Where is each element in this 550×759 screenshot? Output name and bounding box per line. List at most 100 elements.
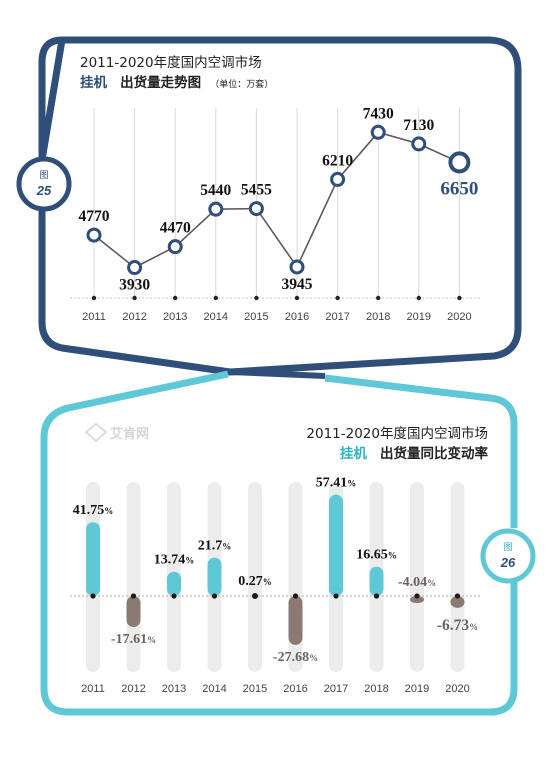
chart2-bar	[167, 571, 181, 596]
chart2-value-label: -17.61%	[111, 632, 156, 647]
chart2-zero-dot	[373, 593, 380, 599]
chart1-badge: 图 25	[16, 156, 72, 212]
chart1-point	[127, 260, 143, 276]
chart2-value-unit: %	[347, 479, 356, 489]
chart1-subtitle: 挂机 出货量走势图 （单位：万套）	[80, 72, 273, 91]
chart2-zero-dot	[90, 593, 96, 599]
chart2-bar	[450, 596, 465, 608]
chart1-x-tick-label: 2018	[366, 311, 390, 323]
chart2-value-number: 57.41	[316, 476, 348, 491]
chart2-subtitle-rest: 出货量同比变动率	[380, 445, 488, 462]
chart1-point	[330, 171, 346, 187]
chart1-x-tick-label: 2017	[325, 311, 349, 323]
chart1-tick-dot	[335, 295, 340, 301]
chart2-value-unit: %	[263, 577, 272, 587]
chart1-x-tick-label: 2015	[244, 311, 268, 323]
chart2-badge-number: 26	[500, 555, 516, 570]
chart2-x-tick-label: 2018	[364, 683, 388, 695]
chart1-value-label: 6650	[440, 178, 478, 199]
chart1-tick-dot	[376, 295, 381, 301]
chart1-plot: 2011 2012 2013 2014 2015 2016 2017 2018 2019 2020…	[70, 105, 480, 323]
chart2-zero-dot	[171, 593, 177, 599]
chart1-value-label: 3930	[119, 277, 150, 294]
chart2-value-number: 0.27	[238, 574, 263, 589]
chart2-zero-dot	[252, 593, 258, 599]
chart2-value-label: 16.65%	[356, 548, 397, 563]
chart1-value-label: 4770	[79, 208, 110, 225]
chart2-subtitle: 挂机 出货量同比变动率	[340, 443, 489, 462]
chart1-tick-dot	[254, 295, 259, 301]
chart2-track	[450, 482, 465, 672]
chart2-plot: 41.75% 2011 -17.61% 2012 13.74% 2013 21.7% 2014…	[70, 476, 480, 695]
chart2-value-label: 13.74%	[154, 553, 195, 568]
chart2-value-unit: %	[104, 506, 113, 516]
chart1-point	[248, 201, 264, 217]
chart2-value-label: 41.75%	[73, 503, 114, 518]
chart2-bar	[126, 596, 141, 628]
chart2-zero-dot	[454, 593, 461, 599]
chart1-x-tick-label: 2014	[204, 311, 228, 323]
chart2-value-unit: %	[185, 556, 194, 566]
chart2-zero-dot	[130, 593, 137, 599]
chart2-value-unit: %	[427, 578, 436, 588]
chart1-x-tick-label: 2019	[407, 311, 431, 323]
chart1-tick-dot	[213, 295, 218, 301]
chart1-title: 2011-2020年度国内空调市场	[80, 54, 262, 71]
chart1-point	[167, 239, 183, 255]
chart2-value-number: 16.65	[356, 548, 388, 563]
chart2-bar	[288, 596, 303, 645]
chart2-value-unit: %	[469, 622, 478, 632]
chart2-value-label: -4.04%	[398, 575, 436, 590]
chart1-value-label: 7430	[363, 105, 394, 122]
chart1-value-label: 3945	[282, 276, 313, 293]
chart2-zero-dot	[292, 593, 299, 599]
chart2-bar	[329, 494, 343, 596]
chart2-x-tick-label: 2013	[162, 683, 186, 695]
chart1-point	[411, 136, 427, 152]
chart1-tick-dot	[91, 295, 97, 301]
chart2-bar	[207, 557, 222, 596]
chart2-value-unit: %	[388, 551, 397, 561]
chart2-subtitle-accent: 挂机	[340, 445, 367, 462]
chart1-tick-dot	[173, 295, 178, 301]
chart2-value-number: -6.73	[437, 617, 470, 634]
chart2-x-tick-label: 2020	[445, 683, 469, 695]
chart1-subtitle-accent: 挂机	[80, 74, 107, 91]
chart1-unit: （单位：万套）	[210, 78, 273, 90]
chart1-x-tick-label: 2012	[122, 311, 146, 323]
chart2-x-tick-label: 2019	[405, 683, 429, 695]
chart2-bar	[410, 596, 424, 604]
chart2-track	[410, 482, 424, 672]
chart1-badge-label: 图	[39, 170, 48, 181]
chart2-zero-dot	[333, 593, 339, 599]
chart2-track	[248, 482, 262, 672]
chart1-point	[208, 201, 224, 217]
chart1-point	[86, 227, 102, 243]
chart1-point	[289, 259, 305, 275]
watermark-text: 艾肯网	[110, 426, 149, 442]
chart1-point	[370, 124, 386, 140]
chart2-frame	[40, 370, 518, 716]
chart2-value-number: 41.75	[73, 503, 105, 518]
chart1-x-tick-label: 2011	[82, 311, 106, 323]
chart1-series-line	[93, 131, 460, 269]
chart2-value-number: -4.04	[398, 575, 427, 590]
chart2-x-tick-label: 2017	[324, 683, 348, 695]
chart2-zero-dot	[211, 593, 218, 599]
chart1-value-label: 4470	[160, 220, 191, 237]
chart1-point	[448, 151, 471, 174]
chart1-value-label: 6210	[322, 152, 353, 169]
chart2-x-tick-label: 2015	[243, 683, 267, 695]
chart1-x-tick-label: 2020	[447, 311, 471, 323]
chart1-tick-dot	[416, 295, 421, 301]
chart1-tick-dot	[294, 295, 300, 301]
watermark: 艾肯网	[84, 422, 149, 443]
chart1-subtitle-rest: 出货量走势图	[120, 74, 201, 91]
chart2-value-number: -17.61	[111, 632, 147, 647]
chart1-value-label: 5455	[241, 182, 272, 199]
chart2-value-unit: %	[147, 635, 156, 645]
chart2-value-unit: %	[222, 542, 231, 552]
chart1-value-label: 7130	[403, 117, 434, 134]
chart2-x-tick-label: 2011	[81, 683, 105, 695]
